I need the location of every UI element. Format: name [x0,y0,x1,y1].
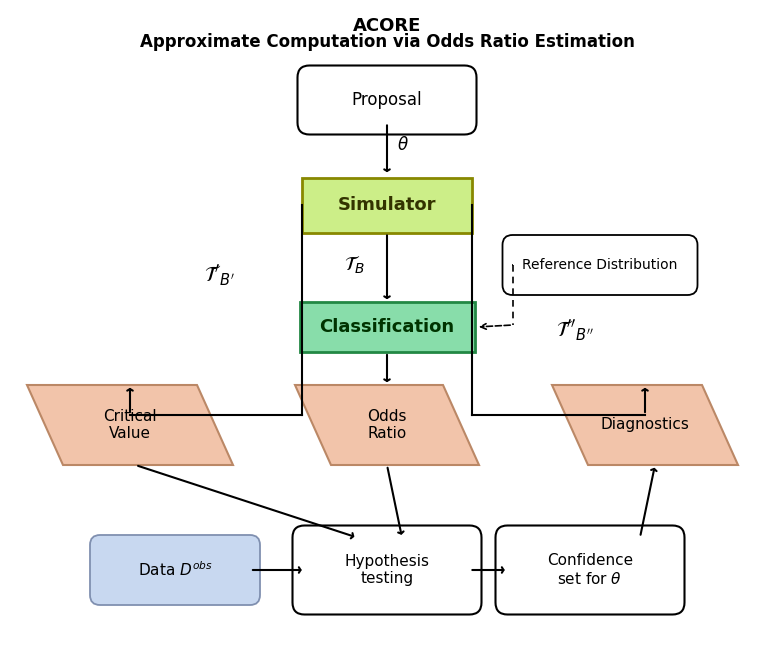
Text: ACORE: ACORE [353,17,421,35]
Text: Diagnostics: Diagnostics [601,418,690,432]
Polygon shape [27,385,233,465]
Text: $\mathcal{T}'_{B'}$: $\mathcal{T}'_{B'}$ [205,262,236,288]
Bar [302,178,472,233]
FancyBboxPatch shape [502,235,698,295]
Text: Hypothesis
testing: Hypothesis testing [345,554,429,587]
Text: Proposal: Proposal [352,91,422,109]
Text: Odds
Ratio: Odds Ratio [367,409,407,441]
FancyBboxPatch shape [90,535,260,605]
Polygon shape [295,385,479,465]
Text: $\mathcal{T}''_{B''}$: $\mathcal{T}''_{B''}$ [556,317,594,342]
Bar [299,302,474,352]
Text: Critical
Value: Critical Value [103,409,157,441]
Text: $\mathcal{T}_{B}$: $\mathcal{T}_{B}$ [344,254,365,276]
FancyBboxPatch shape [292,525,481,614]
Text: Classification: Classification [319,318,455,336]
Text: Data $D^{obs}$: Data $D^{obs}$ [138,561,212,579]
Text: Approximate Computation via Odds Ratio Estimation: Approximate Computation via Odds Ratio E… [140,33,635,51]
Polygon shape [552,385,738,465]
Text: Confidence
set for $\theta$: Confidence set for $\theta$ [547,553,633,587]
Text: $\theta$: $\theta$ [397,136,409,154]
Text: Reference Distribution: Reference Distribution [522,258,677,272]
Text: Simulator: Simulator [338,196,436,214]
FancyBboxPatch shape [298,65,477,134]
FancyBboxPatch shape [495,525,684,614]
